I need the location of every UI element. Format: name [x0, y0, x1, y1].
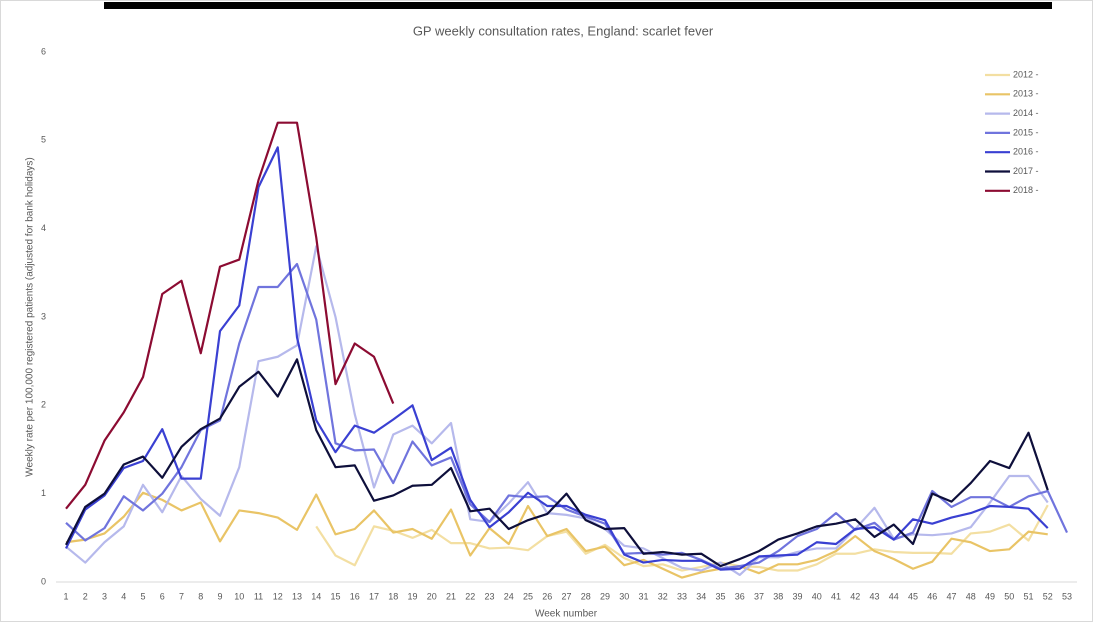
x-tick-label: 6 — [160, 591, 165, 601]
chart-title: GP weekly consultation rates, England: s… — [413, 23, 714, 38]
x-tick-label: 16 — [350, 591, 360, 601]
series-line — [65, 146, 1049, 571]
x-tick-label: 52 — [1043, 591, 1053, 601]
x-tick-label: 32 — [658, 591, 668, 601]
x-axis-label: Week number — [535, 609, 598, 620]
x-tick-label: 7 — [179, 591, 184, 601]
x-tick-label: 43 — [869, 591, 879, 601]
series-line — [65, 245, 1049, 577]
y-axis-label: Weekly rate per 100,000 registered patie… — [25, 157, 36, 476]
series-line — [65, 358, 1049, 568]
x-tick-label: 38 — [773, 591, 783, 601]
x-tick-label: 19 — [407, 591, 417, 601]
x-tick-label: 14 — [311, 591, 321, 601]
x-tick-label: 30 — [619, 591, 629, 601]
x-tick-label: 51 — [1023, 591, 1033, 601]
x-tick-label: 53 — [1062, 591, 1072, 601]
top-bar — [104, 2, 1052, 9]
x-tick-label: 40 — [812, 591, 822, 601]
series-line — [65, 262, 1068, 570]
x-tick-label: 31 — [638, 591, 648, 601]
x-tick-label: 2 — [83, 591, 88, 601]
legend-label: 2016 - — [1013, 147, 1039, 157]
x-tick-label: 28 — [581, 591, 591, 601]
x-tick-label: 17 — [369, 591, 379, 601]
x-tick-label: 22 — [465, 591, 475, 601]
legend-label: 2018 - — [1013, 185, 1039, 195]
x-tick-label: 11 — [254, 591, 263, 601]
x-tick-label: 29 — [600, 591, 610, 601]
x-tick-label: 42 — [850, 591, 860, 601]
y-tick-label: 6 — [41, 46, 46, 56]
legend-label: 2015 - — [1013, 127, 1039, 137]
x-tick-label: 36 — [735, 591, 745, 601]
x-tick-label: 20 — [427, 591, 437, 601]
x-tick-label: 21 — [446, 591, 456, 601]
x-tick-label: 18 — [388, 591, 398, 601]
x-tick-label: 23 — [484, 591, 494, 601]
x-tick-label: 27 — [561, 591, 571, 601]
x-tick-label: 50 — [1004, 591, 1014, 601]
x-tick-label: 26 — [542, 591, 552, 601]
x-tick-label: 24 — [504, 591, 514, 601]
series-line — [65, 121, 395, 510]
legend-label: 2013 - — [1013, 89, 1039, 99]
series-line — [315, 504, 1049, 572]
x-tick-label: 39 — [792, 591, 802, 601]
x-tick-label: 44 — [889, 591, 899, 601]
x-tick-label: 4 — [121, 591, 126, 601]
x-tick-label: 1 — [63, 591, 68, 601]
x-tick-label: 41 — [831, 591, 841, 601]
series-line — [65, 491, 1048, 579]
legend-label: 2012 - — [1013, 69, 1039, 79]
y-tick-label: 5 — [41, 135, 46, 145]
y-tick-label: 2 — [41, 400, 46, 410]
x-tick-label: 10 — [234, 591, 244, 601]
x-tick-label: 9 — [217, 591, 222, 601]
x-tick-label: 48 — [966, 591, 976, 601]
x-tick-label: 15 — [330, 591, 340, 601]
y-tick-label: 0 — [41, 576, 46, 586]
legend-label: 2014 - — [1013, 108, 1039, 118]
x-tick-label: 25 — [523, 591, 533, 601]
x-tick-label: 49 — [985, 591, 995, 601]
x-tick-label: 12 — [273, 591, 283, 601]
x-tick-label: 47 — [946, 591, 956, 601]
x-tick-label: 3 — [102, 591, 107, 601]
y-tick-label: 4 — [41, 223, 46, 233]
x-tick-label: 13 — [292, 591, 302, 601]
x-tick-label: 33 — [677, 591, 687, 601]
x-tick-label: 37 — [754, 591, 764, 601]
x-tick-label: 45 — [908, 591, 918, 601]
y-tick-label: 1 — [41, 488, 46, 498]
y-tick-label: 3 — [41, 311, 46, 321]
x-tick-label: 5 — [140, 591, 145, 601]
legend-label: 2017 - — [1013, 166, 1039, 176]
x-tick-label: 34 — [696, 591, 706, 601]
x-tick-label: 8 — [198, 591, 203, 601]
x-tick-label: 35 — [715, 591, 725, 601]
x-tick-label: 46 — [927, 591, 937, 601]
